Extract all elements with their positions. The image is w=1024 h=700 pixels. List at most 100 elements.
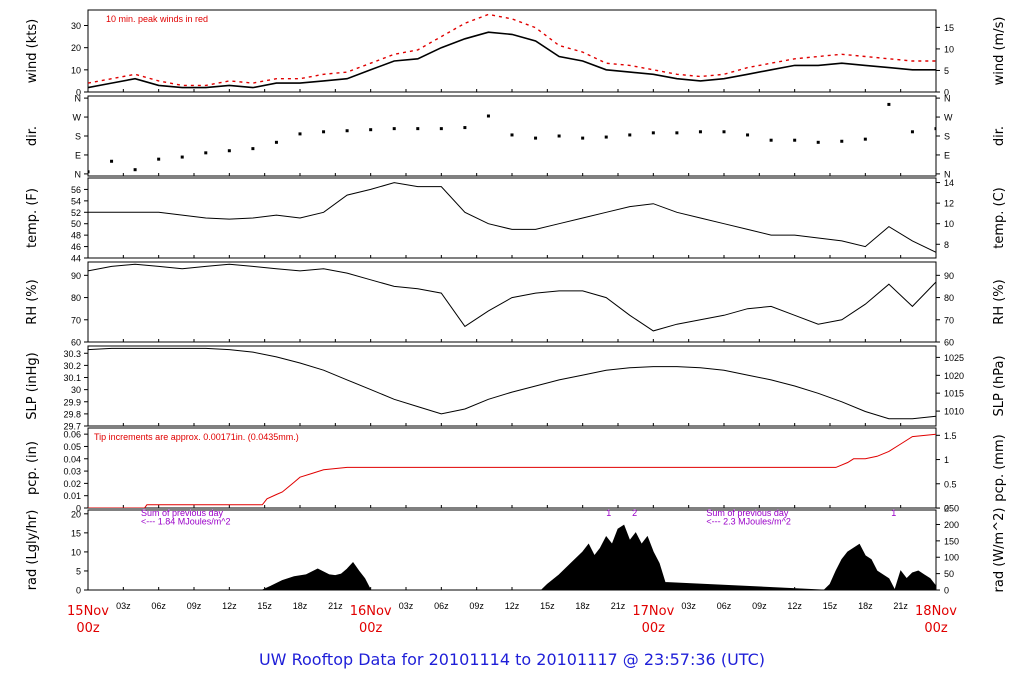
rad-ytick-label: 5 <box>76 566 81 576</box>
dir-ytick-label: E <box>75 150 81 160</box>
slp-y2tick-label: 1020 <box>944 371 964 381</box>
dir-point <box>534 136 538 140</box>
rad-annotation: <--- 2.3 MJoules/m^2 <box>706 516 791 526</box>
slp-ytick-label: 30 <box>71 385 81 395</box>
dir-ytick-label: N <box>75 94 82 104</box>
rad-y2tick-label: 150 <box>944 536 959 546</box>
dir-point <box>698 130 702 134</box>
rh-y2tick-label: 80 <box>944 293 954 303</box>
rad-y2tick-label: 100 <box>944 553 959 563</box>
slp-y2label: SLP (hPa) <box>992 355 1007 416</box>
dir-point <box>204 151 208 155</box>
day-label: 16Nov <box>350 604 392 619</box>
hour-label: 06z <box>151 601 166 611</box>
temp-ylabel: temp. (F) <box>25 188 40 248</box>
rh-frame <box>87 261 937 343</box>
rad-annotation: Sum of previous day <box>141 508 224 518</box>
temp-series-group <box>88 182 936 253</box>
rh-y2tick-label: 90 <box>944 271 954 281</box>
hour-label: 15z <box>823 601 838 611</box>
temp-ytick-label: 48 <box>71 231 81 241</box>
dir-point <box>88 170 90 174</box>
rad-series-group <box>88 524 936 590</box>
hour-label: 09z <box>752 601 767 611</box>
rh-y2tick-label: 60 <box>944 338 954 348</box>
rad-annotation: 2 <box>632 508 637 518</box>
temp-ytick-label: 50 <box>71 219 81 229</box>
dir-y2tick-label: N <box>944 94 951 104</box>
hour-label: 21z <box>611 601 626 611</box>
temp-ytick-label: 56 <box>71 185 81 195</box>
wind-peak-line <box>88 13 936 87</box>
temp-ytick-label: 54 <box>71 196 81 206</box>
temp-y2tick-label: 12 <box>944 199 954 209</box>
rad-y2tick-label: 250 <box>944 504 959 514</box>
rad-annotation: <--- 1.84 MJoules/m^2 <box>141 516 231 526</box>
panel-pcp: 0 0.01 0.02 0.03 0.04 0.05 0.06 0 0.5 1 1.5 pcp. (i… <box>25 427 1007 514</box>
rad-ytick-label: 0 <box>76 586 81 596</box>
pcp-line <box>88 433 936 508</box>
slp-ytick-label: 29.7 <box>63 422 81 432</box>
rh-ytick-label: 70 <box>71 315 81 325</box>
slp-y2tick-label: 1010 <box>944 407 964 417</box>
pcp-y2tick-label: 0.5 <box>944 479 957 489</box>
day-hour-label: 00z <box>359 621 383 636</box>
rad-ylabel: rad (Lgly/hr) <box>25 510 40 591</box>
dir-point <box>110 159 114 163</box>
rh-ytick-label: 90 <box>71 271 81 281</box>
wind-annotation: 10 min. peak winds in red <box>106 14 208 24</box>
hour-label: 06z <box>434 601 449 611</box>
pcp-ylabel: pcp. (in) <box>25 441 40 495</box>
dir-y2tick-label: N <box>944 169 951 179</box>
wind-ytick-label: 20 <box>71 43 81 53</box>
dir-point <box>722 130 726 134</box>
day-hour-label: 00z <box>642 621 666 636</box>
dir-point <box>557 134 561 138</box>
temp-y2label: temp. (C) <box>992 187 1007 249</box>
wind-y2tick-label: 5 <box>944 66 949 76</box>
dir-y2label: dir. <box>992 126 1007 146</box>
hour-label: 21z <box>893 601 908 611</box>
rh-y2label: RH (%) <box>992 279 1007 324</box>
temp-ytick-label: 46 <box>71 242 81 252</box>
dir-point <box>910 130 914 134</box>
dir-point <box>486 114 490 118</box>
rh-ytick-label: 60 <box>71 338 81 348</box>
hour-label: 03z <box>681 601 696 611</box>
dir-y2tick-label: E <box>944 150 950 160</box>
dir-point <box>416 127 420 131</box>
panel-rh: 60 70 80 90 60 70 80 90 RH (%) RH (%) <box>25 261 1007 348</box>
wind-ytick-label: 10 <box>71 65 81 75</box>
rad-annotation: Sum of previous day <box>706 508 789 518</box>
temp-y2tick-label: 14 <box>944 178 954 188</box>
slp-series-group <box>88 347 936 420</box>
dir-ylabel: dir. <box>25 126 40 146</box>
dir-point <box>227 149 231 153</box>
dir-y2tick-label: W <box>944 113 953 123</box>
pcp-series-group <box>88 433 936 508</box>
dir-point <box>322 130 326 134</box>
temp-ytick-label: 52 <box>71 208 81 218</box>
rh-y2tick-label: 70 <box>944 315 954 325</box>
hour-label: 21z <box>328 601 343 611</box>
slp-y2tick-label: 1015 <box>944 389 964 399</box>
pcp-ytick-label: 0.01 <box>63 491 81 501</box>
wind-ytick-label: 0 <box>76 88 81 98</box>
slp-ytick-label: 29.8 <box>63 409 81 419</box>
wind-y2tick-label: 10 <box>944 44 954 54</box>
dir-point <box>793 138 797 142</box>
rad-y2tick-label: 50 <box>944 569 954 579</box>
dir-point <box>345 129 349 133</box>
hour-label: 18z <box>858 601 873 611</box>
dir-point <box>392 127 396 131</box>
dir-point <box>463 126 467 130</box>
rad-annotation: 1 <box>606 508 611 518</box>
wind-y2tick-label: 15 <box>944 23 954 33</box>
slp-ylabel: SLP (inHg) <box>25 352 40 420</box>
hour-label: 03z <box>399 601 414 611</box>
dir-point <box>769 138 773 142</box>
hour-label: 18z <box>293 601 308 611</box>
dir-point <box>581 136 585 140</box>
